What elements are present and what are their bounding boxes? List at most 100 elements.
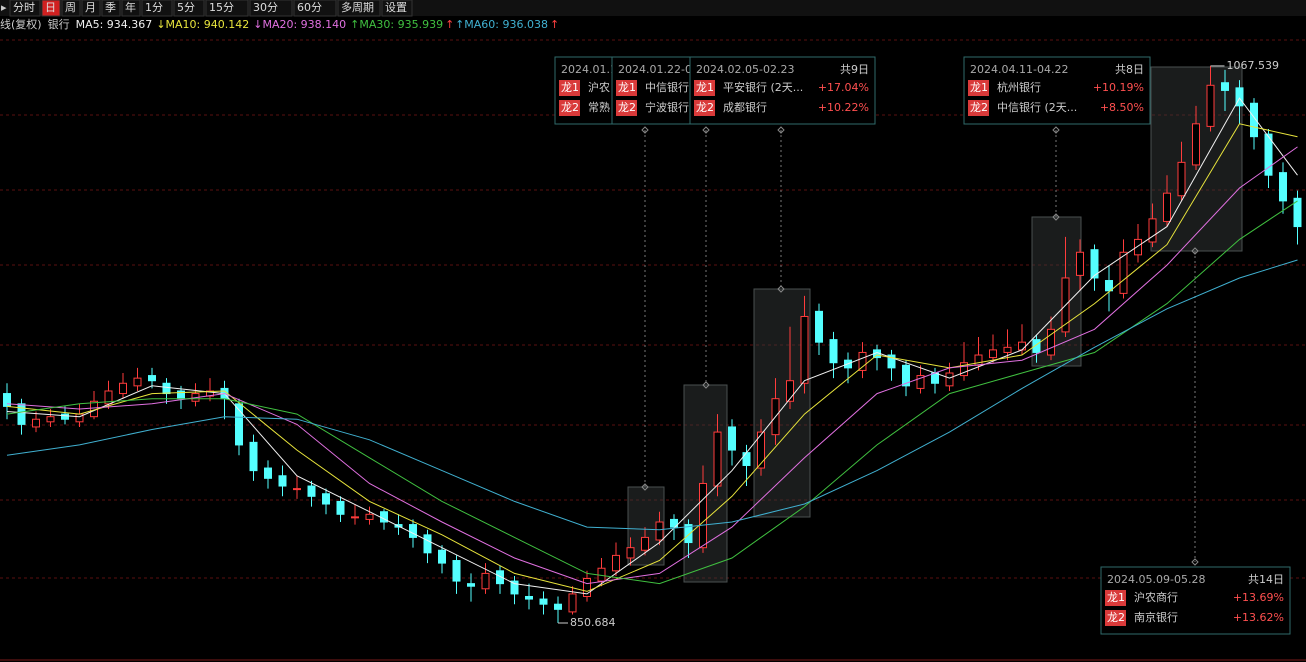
rank-label: 龙2 <box>561 101 579 114</box>
toolbar-button-bg[interactable] <box>205 0 249 17</box>
candle-body <box>148 375 156 382</box>
toolbar-button-bg[interactable] <box>249 0 293 17</box>
candle-body <box>336 500 345 515</box>
ma-legend: ↓MA20: 938.140 <box>253 18 346 31</box>
candle-body <box>235 403 243 446</box>
stock-name: 杭州银行 <box>997 80 1041 94</box>
stock-name: 成都银行 <box>723 100 767 114</box>
candle-body <box>307 485 316 497</box>
candle-body <box>365 513 374 520</box>
candle-body <box>1279 172 1287 202</box>
toolbar-button-bg[interactable] <box>121 0 141 17</box>
toolbar-button[interactable]: 季 <box>105 1 116 14</box>
rank-badge <box>616 80 637 96</box>
toolbar-button-bg[interactable] <box>61 0 81 17</box>
toolbar-button[interactable]: 设置 <box>385 1 407 14</box>
rank-badge <box>616 100 637 116</box>
toolbar-button-bg[interactable] <box>9 0 41 17</box>
candle-body <box>438 549 446 564</box>
rank-label: 龙2 <box>618 101 636 114</box>
toolbar-button[interactable]: 年 <box>125 0 136 14</box>
annotation-total: 共14日 <box>1248 573 1284 586</box>
toolbar-button-bg[interactable] <box>81 0 101 17</box>
toolbar-button[interactable]: 60分 <box>297 1 322 14</box>
candle-body <box>1206 84 1215 127</box>
stock-name: 宁波银行 <box>645 100 689 114</box>
ma-line <box>6 200 1298 585</box>
toolbar-button[interactable]: 多周期 <box>341 0 374 14</box>
ma-line <box>6 146 1298 585</box>
toolbar-button[interactable]: 周 <box>65 1 76 14</box>
candle-body <box>974 354 983 366</box>
ma-line <box>6 259 1298 531</box>
candle-body <box>829 339 838 364</box>
ma-legend: MA5: 934.367 <box>76 18 153 31</box>
candle-body <box>931 372 939 384</box>
stock-change: +13.69% <box>1233 591 1284 604</box>
candle-body <box>351 516 359 519</box>
candle-body <box>916 375 925 389</box>
candle-body <box>684 524 693 544</box>
candle-body <box>1293 197 1302 228</box>
connector-dot <box>777 285 785 293</box>
candle-body <box>46 416 55 423</box>
legend-sector: 银行 <box>48 17 70 31</box>
toolbar-button-bg[interactable] <box>337 0 381 17</box>
connector-dot <box>1191 247 1199 255</box>
rank-label: 龙1 <box>1107 591 1125 604</box>
candle-body <box>1235 87 1244 107</box>
toolbar-button-bg[interactable] <box>101 0 121 17</box>
legend-title: 线(复权) <box>0 17 42 31</box>
stock-name: 沪农商行 <box>1134 590 1178 604</box>
candle-body <box>525 595 533 600</box>
toolbar-button-bg[interactable] <box>293 0 337 17</box>
candle-body <box>713 431 722 487</box>
candle-body <box>1134 238 1142 256</box>
rank-badge <box>1105 610 1126 626</box>
candle-body <box>452 560 461 582</box>
candle-body <box>815 310 823 343</box>
rank-label: 龙1 <box>561 81 579 94</box>
toolbar-button-bg[interactable] <box>41 0 61 17</box>
connector-dot <box>702 126 710 134</box>
candle-body <box>322 493 330 505</box>
candle-body <box>249 441 258 472</box>
toolbar-button[interactable]: 1分 <box>145 1 163 14</box>
rank-label: 龙1 <box>970 81 988 94</box>
candle-body <box>162 382 171 395</box>
stock-name: 中信银行 <box>645 80 689 94</box>
ma-legend: ↑MA30: 935.939 <box>350 18 443 31</box>
toolbar-button-bg[interactable] <box>381 0 413 17</box>
rank-label: 龙1 <box>618 81 636 94</box>
candle-body <box>61 413 69 420</box>
toolbar-button[interactable]: 30分 <box>253 1 278 14</box>
toolbar-button[interactable]: 分时 <box>13 1 35 14</box>
toolbar-button[interactable]: 日 <box>45 1 56 14</box>
candle-body <box>989 349 997 359</box>
connector-dot <box>641 126 649 134</box>
connector-dot <box>641 483 649 491</box>
stock-change: +10.19% <box>1093 81 1144 94</box>
stock-name: 平安银行 (2天... <box>723 80 803 94</box>
candle-body <box>554 603 562 610</box>
toolbar-button[interactable]: 月 <box>85 1 96 14</box>
candle-body <box>1148 218 1157 243</box>
candle-body <box>3 393 11 407</box>
connector-dot <box>777 126 785 134</box>
toolbar-button-bg[interactable] <box>141 0 173 17</box>
toolbar-button-bg[interactable] <box>173 0 205 17</box>
candle-body <box>32 418 40 428</box>
candle-body <box>1250 102 1258 138</box>
candle-body <box>409 524 417 538</box>
annotation-frame <box>689 56 876 125</box>
candle-body <box>568 593 577 613</box>
candle-body <box>1221 82 1229 91</box>
toolbar-button[interactable]: 15分 <box>209 1 234 14</box>
candle-body <box>423 534 432 554</box>
candle-body <box>583 578 591 597</box>
toolbar-button[interactable]: 5分 <box>177 1 195 14</box>
